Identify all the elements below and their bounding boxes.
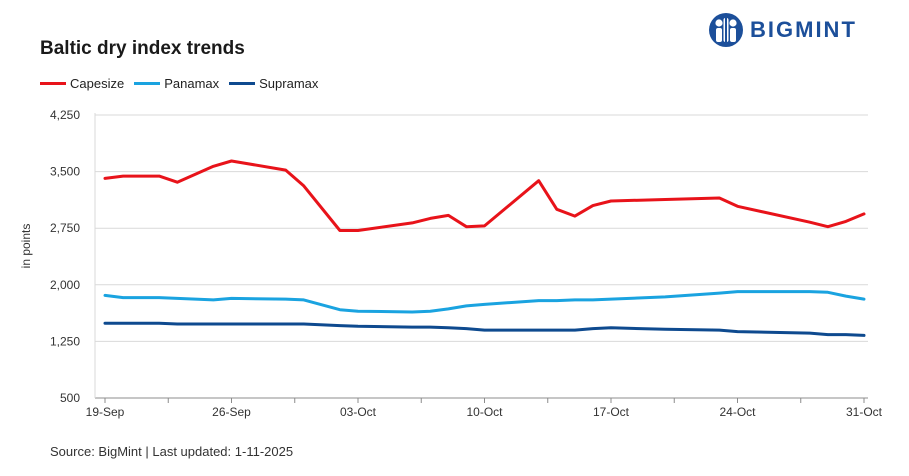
x-tick-label: 26-Sep [212, 405, 251, 419]
series-lines [103, 159, 866, 337]
series-line-capesize [103, 159, 866, 232]
x-tick-label: 17-Oct [593, 405, 630, 419]
y-tick-label: 3,500 [50, 165, 80, 179]
series-line-supramax [103, 321, 866, 337]
legend-label-supramax: Supramax [259, 76, 319, 91]
y-tick-label: 1,250 [50, 334, 80, 348]
legend-label-capesize: Capesize [70, 76, 125, 91]
y-axis-label: in points [19, 224, 33, 269]
x-tick-label: 19-Sep [86, 405, 125, 419]
legend-label-panamax: Panamax [164, 76, 220, 91]
x-tick-label: 31-Oct [846, 405, 883, 419]
x-tick-label: 10-Oct [466, 405, 503, 419]
source-note: Source: BigMint | Last updated: 1-11-202… [50, 444, 294, 459]
y-tick-label: 2,000 [50, 278, 80, 292]
legend-swatch-panamax [134, 82, 161, 85]
chart-title: Baltic dry index trends [40, 38, 245, 59]
axes: 500 1,250 2,000 2,750 3,500 4,250 19-Sep 26-Sep… [50, 108, 883, 419]
brand-logo-icon [709, 13, 743, 47]
legend-item-panamax: Panamax [134, 76, 219, 91]
legend-swatch-capesize [40, 82, 66, 85]
brand-name: BIGMINT [750, 17, 857, 42]
y-tick-label: 4,250 [50, 108, 80, 122]
series-line-panamax [103, 290, 866, 314]
y-tick-label: 2,750 [50, 221, 80, 235]
brand-logo: BIGMINT [708, 13, 857, 47]
gridlines [95, 114, 868, 342]
legend-item-supramax: Supramax [229, 76, 318, 91]
x-tick-label: 03-Oct [340, 405, 377, 419]
x-tick-label: 24-Oct [719, 405, 756, 419]
legend-swatch-supramax [229, 82, 256, 85]
y-tick-label: 500 [60, 391, 80, 405]
legend-item-capesize: Capesize [40, 76, 124, 91]
chart-legend: Capesize Panamax Supramax [40, 76, 328, 91]
